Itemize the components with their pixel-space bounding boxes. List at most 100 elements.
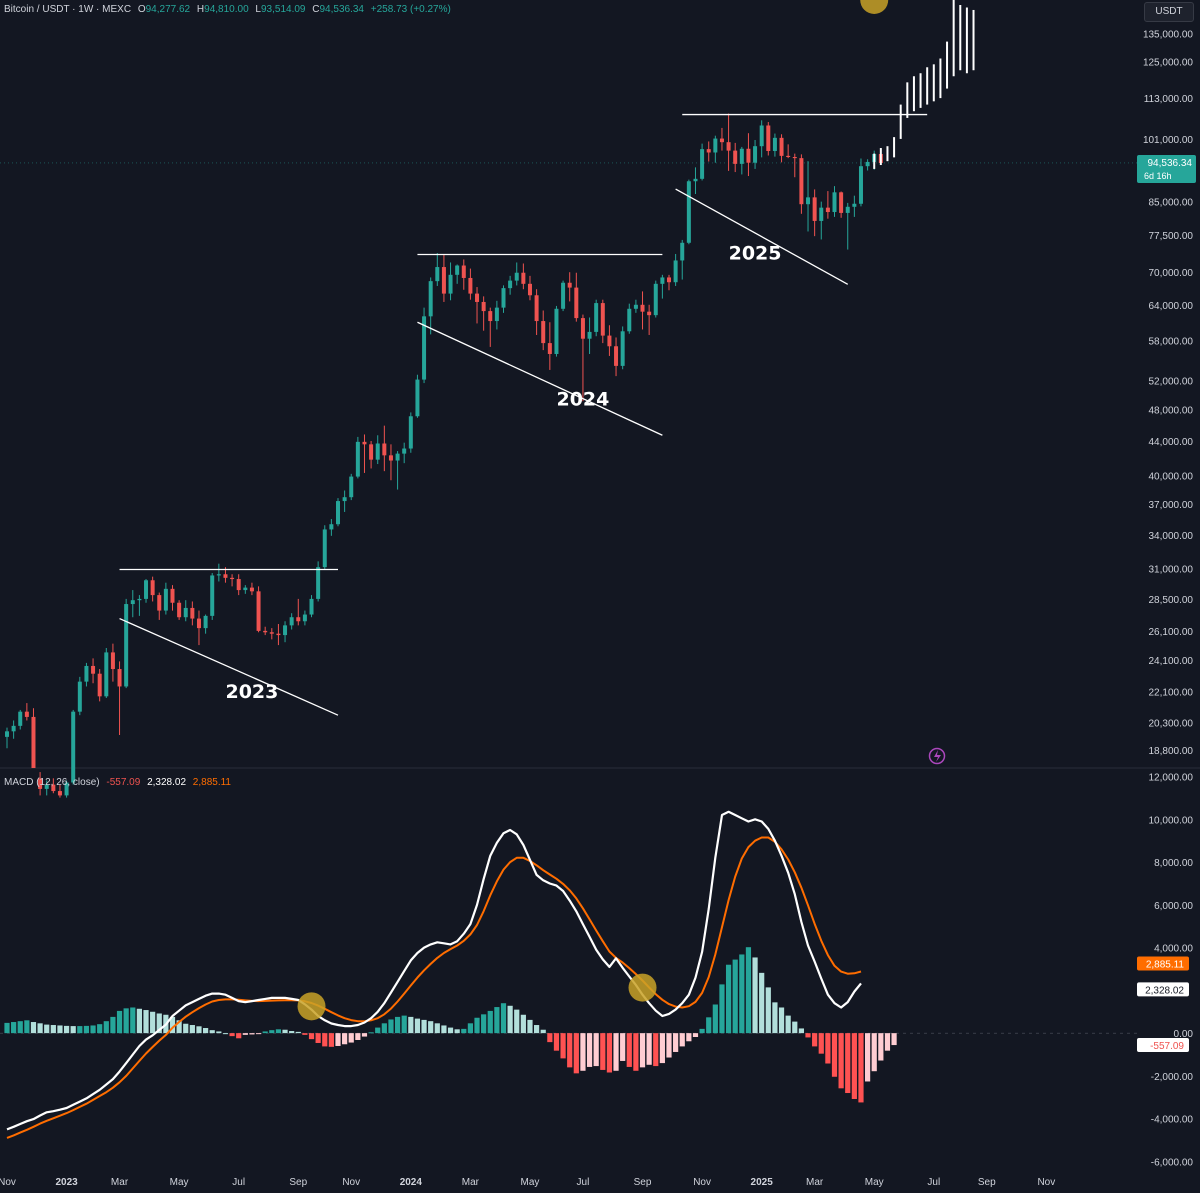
candle-body [825, 207, 830, 213]
open-value: 94,277.62 [145, 4, 191, 15]
macd-value-label-box [1137, 982, 1189, 997]
macd-header: MACD (12, 26, close) -557.09 2,328.02 2,… [4, 777, 235, 788]
candle-body [402, 448, 407, 454]
macd-histogram-bar [136, 1008, 142, 1034]
candle-body [554, 308, 559, 354]
candle-body [700, 149, 705, 179]
candle-body [693, 178, 698, 182]
candle-body [547, 343, 552, 354]
candle-body [24, 711, 29, 717]
macd-histogram-bar [560, 1033, 566, 1059]
price-axis-tick: 37,000.00 [1149, 500, 1194, 511]
trend-line[interactable] [675, 188, 849, 285]
macd-histogram-bar [692, 1033, 699, 1037]
macd-histogram-bar [44, 1024, 50, 1034]
macd-signal-line[interactable] [6, 836, 862, 1139]
candle-body [408, 416, 413, 449]
signal-value-label: 2,885.11 [1146, 959, 1185, 970]
candle-body [44, 784, 49, 789]
macd-histogram-bar [361, 1033, 368, 1037]
candle-body [614, 346, 619, 366]
macd-histogram-bar [706, 1017, 712, 1034]
time-axis-tick: Jul [927, 1177, 940, 1188]
macd-histogram-bar [275, 1029, 282, 1034]
candle-body [71, 711, 76, 783]
time-axis-tick: Mar [462, 1177, 480, 1188]
candle-body [772, 137, 777, 151]
candle-body [422, 316, 427, 380]
candle-body [494, 307, 499, 322]
price-axis-tick: 125,000.00 [1143, 57, 1193, 68]
lightning-glyph-icon [934, 750, 941, 762]
candle-body [812, 197, 817, 221]
price-axis-tick: 31,000.00 [1149, 564, 1194, 575]
macd-histogram-bar [37, 1023, 43, 1034]
macd-histogram-bar [481, 1014, 487, 1034]
candle-body [137, 598, 142, 601]
candle-body [263, 630, 268, 633]
macd-axis-tick: 4,000.00 [1154, 944, 1193, 955]
candle-body [203, 615, 208, 629]
macd-histogram-bar [30, 1022, 37, 1034]
macd-histogram-bar [586, 1033, 593, 1067]
macd-histogram-bar [454, 1029, 460, 1034]
macd-histogram-bar [520, 1014, 526, 1034]
macd-histogram-bar [408, 1016, 414, 1034]
macd-axis-tick: 8,000.00 [1154, 858, 1193, 869]
crossover-marker[interactable] [860, 0, 889, 14]
candle-body [349, 476, 354, 498]
price-axis-tick: 113,000.00 [1144, 94, 1194, 105]
symbol-title[interactable]: Bitcoin / USDT · 1W · MEXC [4, 4, 132, 15]
time-axis-tick: Nov [693, 1177, 711, 1188]
currency-button[interactable]: USDT [1144, 2, 1194, 22]
candle-body [806, 197, 811, 205]
high-value: 94,810.00 [204, 4, 249, 15]
macd-histogram-bar [143, 1010, 149, 1034]
candle-body [706, 149, 711, 153]
candle-body [660, 277, 665, 284]
symbol-header: Bitcoin / USDT · 1W · MEXC O94,277.62 H9… [4, 4, 455, 15]
candle-body [309, 598, 314, 615]
macd-histogram-bar [679, 1033, 685, 1047]
macd-histogram-bar [308, 1033, 315, 1040]
macd-histogram-bar [401, 1015, 407, 1034]
macd-histogram-bar [646, 1033, 652, 1065]
crossover-marker[interactable] [628, 973, 657, 1002]
candle-body [110, 652, 115, 670]
macd-axis-tick: 12,000.00 [1149, 773, 1194, 784]
countdown-label: 6d 16h [1144, 171, 1172, 181]
macd-histogram-bar [580, 1033, 586, 1071]
candle-body [739, 148, 744, 164]
time-axis-tick: 2025 [751, 1177, 774, 1188]
candle-body [561, 282, 566, 309]
time-axis-tick: Jul [577, 1177, 590, 1188]
time-axis-tick: 2023 [55, 1177, 78, 1188]
candle-body [686, 181, 691, 243]
candle-body [236, 579, 241, 591]
trend-line[interactable] [119, 617, 339, 716]
candle-body [501, 288, 506, 308]
macd-title[interactable]: MACD (12, 26, close) [4, 777, 100, 788]
candle-body [84, 665, 89, 682]
macd-histogram-bar [176, 1020, 182, 1034]
macd-histogram-bar [24, 1020, 30, 1034]
macd-histogram-bar [659, 1033, 665, 1064]
time-axis-tick: May [865, 1177, 884, 1188]
macd-line[interactable] [6, 810, 862, 1131]
macd-histogram-bar [534, 1025, 540, 1034]
macd-histogram-bar [50, 1025, 56, 1034]
candle-body [574, 287, 579, 319]
lightning-icon[interactable] [928, 747, 946, 765]
trend-line[interactable] [417, 321, 663, 436]
macd-histogram-bar [719, 984, 725, 1034]
macd-histogram-bar [222, 1033, 229, 1035]
candle-body [369, 444, 374, 460]
candle-body [269, 632, 274, 634]
crossover-marker[interactable] [297, 992, 326, 1021]
price-axis-tick: 70,000.00 [1149, 268, 1194, 279]
macd-histogram-bar [355, 1033, 361, 1040]
macd-histogram-bar [4, 1022, 10, 1034]
candle-body [521, 272, 526, 284]
time-axis-tick: Sep [634, 1177, 652, 1188]
